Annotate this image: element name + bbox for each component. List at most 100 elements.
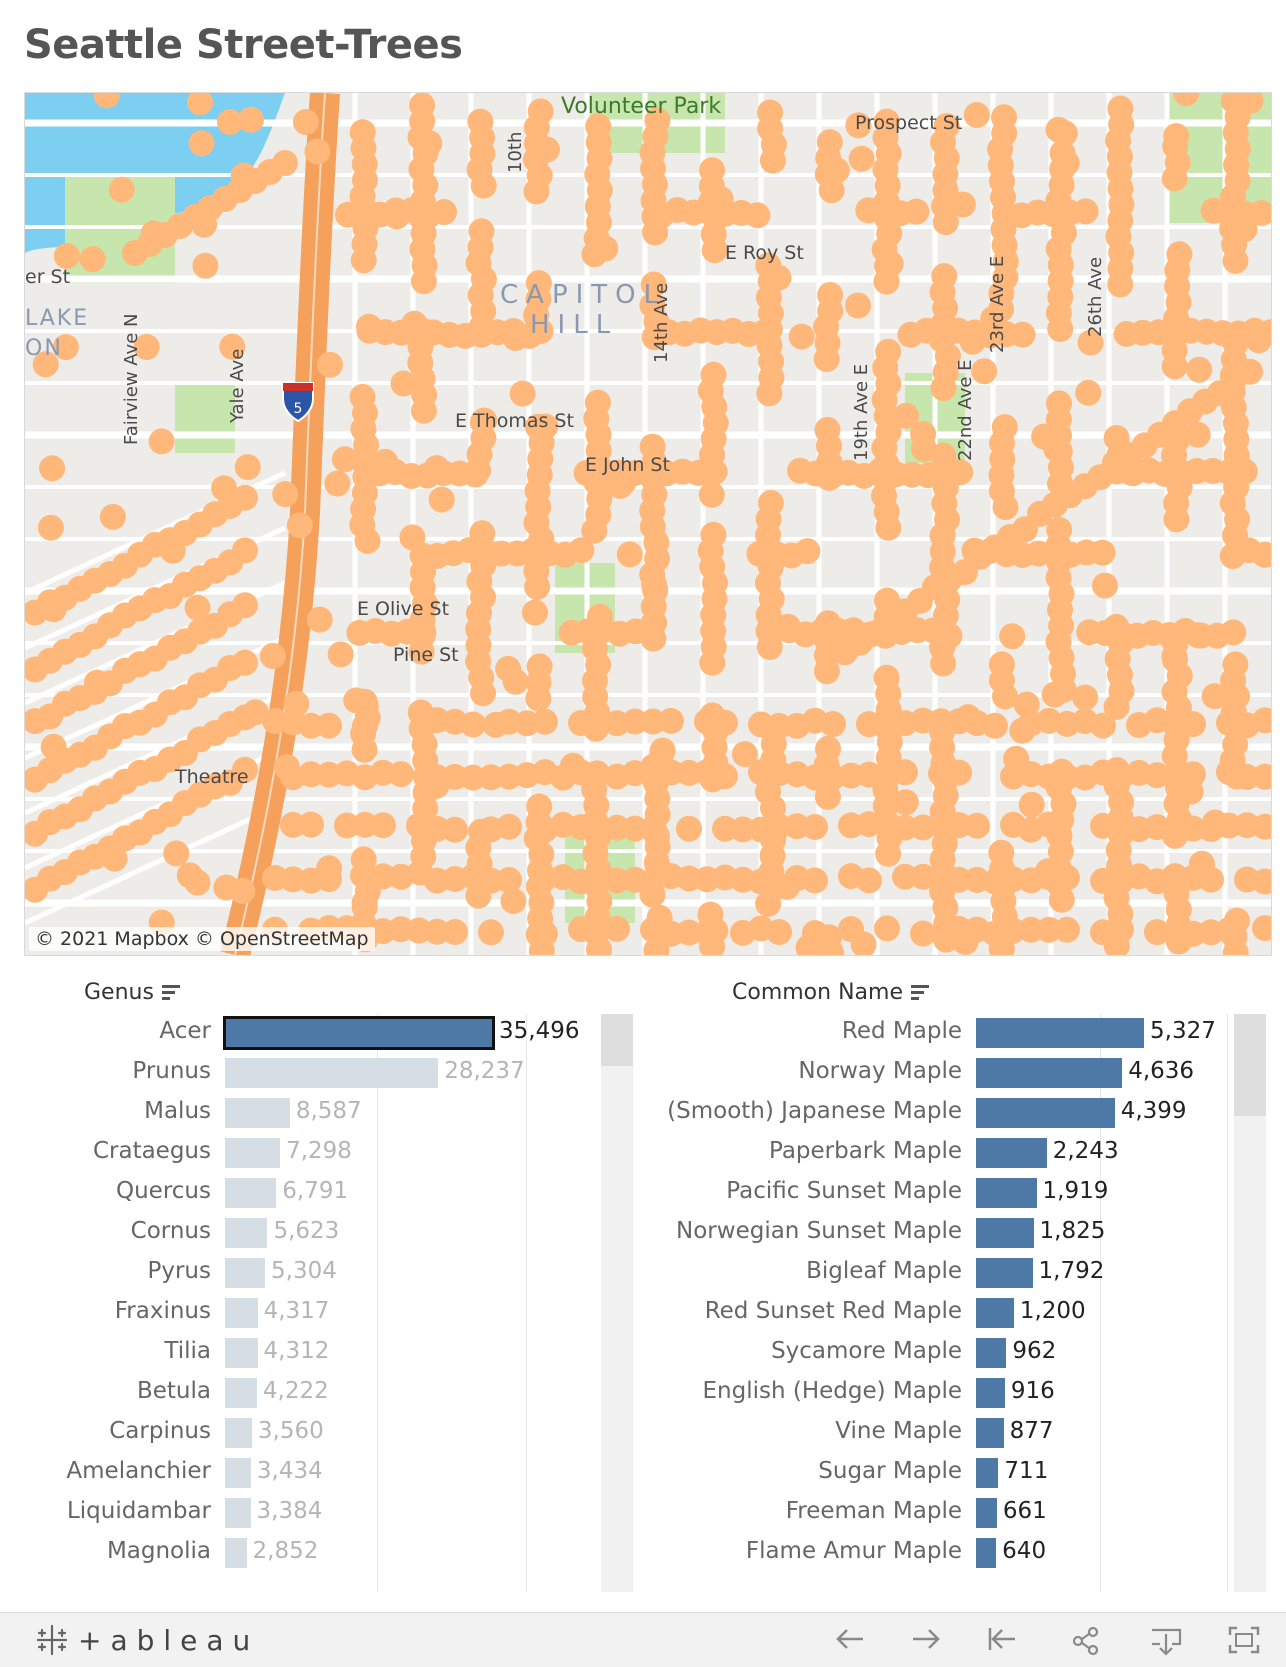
tree-point[interactable] xyxy=(1090,712,1116,739)
tree-point[interactable] xyxy=(298,811,324,838)
tree-point[interactable] xyxy=(813,658,840,685)
tree-point[interactable] xyxy=(431,199,457,225)
tree-point[interactable] xyxy=(502,325,529,351)
tree-point[interactable] xyxy=(928,708,954,735)
tree-point[interactable] xyxy=(607,472,634,499)
bar[interactable] xyxy=(976,1538,997,1568)
tree-point[interactable] xyxy=(1180,711,1206,738)
tree-point[interactable] xyxy=(192,252,219,279)
tree-point[interactable] xyxy=(1161,643,1188,670)
tree-point[interactable] xyxy=(332,446,358,473)
tree-point[interactable] xyxy=(39,455,66,482)
sort-descending-icon[interactable] xyxy=(910,985,929,1000)
genus-scrollbar[interactable] xyxy=(601,1014,633,1592)
tree-point[interactable] xyxy=(1089,539,1116,566)
tree-point[interactable] xyxy=(856,867,882,894)
tree-point[interactable] xyxy=(1248,200,1272,226)
tree-point[interactable] xyxy=(1051,120,1078,147)
tree-point[interactable] xyxy=(99,503,126,530)
tree-point[interactable] xyxy=(234,454,261,481)
tree-point[interactable] xyxy=(568,537,595,564)
tree-point[interactable] xyxy=(676,919,702,946)
tree-point[interactable] xyxy=(1234,763,1260,790)
tree-point[interactable] xyxy=(188,130,215,157)
tree-point[interactable] xyxy=(428,486,455,513)
tree-point[interactable] xyxy=(1108,916,1134,943)
bar[interactable] xyxy=(225,1098,290,1128)
tree-point[interactable] xyxy=(1222,247,1249,274)
tree-point[interactable] xyxy=(232,484,258,511)
bar-label[interactable]: Bigleaf Maple xyxy=(806,1258,962,1284)
tree-point[interactable] xyxy=(1163,506,1190,533)
tree-point[interactable] xyxy=(399,524,426,551)
bar-row[interactable]: Cornus 5,623 xyxy=(0,1214,600,1248)
tree-point[interactable] xyxy=(525,685,552,712)
bar-row[interactable]: Red Maple 5,327 xyxy=(640,1014,1228,1048)
tree-point[interactable] xyxy=(460,711,486,738)
tree-point[interactable] xyxy=(874,915,900,942)
tree-point[interactable] xyxy=(532,708,558,735)
tree-point[interactable] xyxy=(1252,868,1271,895)
bar-label[interactable]: Norway Maple xyxy=(798,1058,962,1084)
tree-point[interactable] xyxy=(712,763,738,790)
tree-point[interactable] xyxy=(1048,886,1075,913)
bar-label[interactable]: Malus xyxy=(144,1098,211,1124)
tree-point[interactable] xyxy=(509,380,536,407)
bar[interactable] xyxy=(225,1458,251,1488)
bar-row[interactable]: Prunus 28,237 xyxy=(0,1054,600,1088)
tree-point[interactable] xyxy=(875,840,902,867)
bar-label[interactable]: Betula xyxy=(136,1378,211,1404)
tree-point[interactable] xyxy=(496,813,522,840)
bar-label[interactable]: Prunus xyxy=(132,1058,211,1084)
bar-label[interactable]: Sugar Maple xyxy=(818,1458,962,1484)
bar[interactable] xyxy=(976,1418,1004,1448)
tree-point[interactable] xyxy=(1072,198,1099,225)
tree-point[interactable] xyxy=(187,93,214,116)
tree-point[interactable] xyxy=(644,823,670,850)
tree-point[interactable] xyxy=(213,874,240,901)
bar[interactable] xyxy=(225,1178,277,1208)
bar[interactable] xyxy=(225,1138,281,1168)
tree-point[interactable] xyxy=(1009,717,1036,744)
tree-point[interactable] xyxy=(478,919,504,946)
bar[interactable] xyxy=(976,1458,999,1488)
tree-point[interactable] xyxy=(232,649,258,676)
bar-label[interactable]: Freeman Maple xyxy=(785,1498,962,1524)
bar[interactable] xyxy=(225,1378,257,1408)
bar-row[interactable]: Crataegus 7,298 xyxy=(0,1134,600,1168)
bar[interactable] xyxy=(976,1498,997,1528)
tree-point[interactable] xyxy=(1231,458,1258,485)
map-canvas[interactable]: 5 Volunteer Park CAPITOL HILL E Thomas S… xyxy=(25,93,1271,955)
tree-point[interactable] xyxy=(756,380,783,407)
tree-point[interactable] xyxy=(759,147,786,174)
tree-point[interactable] xyxy=(1237,358,1263,385)
tree-point[interactable] xyxy=(616,541,643,568)
tree-point[interactable] xyxy=(482,711,509,738)
tree-point[interactable] xyxy=(649,737,676,764)
tree-point[interactable] xyxy=(232,756,258,783)
bar[interactable] xyxy=(976,1378,1005,1408)
tree-point[interactable] xyxy=(818,940,845,955)
tree-point[interactable] xyxy=(947,459,974,486)
download-icon[interactable] xyxy=(1146,1621,1186,1659)
tree-point[interactable] xyxy=(442,816,468,843)
tree-point[interactable] xyxy=(324,470,351,497)
bar-row[interactable]: Bigleaf Maple 1,792 xyxy=(640,1254,1228,1288)
tree-point[interactable] xyxy=(1252,707,1271,734)
bar-row[interactable]: Freeman Maple 661 xyxy=(640,1494,1228,1528)
tree-point[interactable] xyxy=(219,333,246,360)
tree-point[interactable] xyxy=(766,813,792,840)
tree-point[interactable] xyxy=(52,334,79,361)
tree-point[interactable] xyxy=(640,271,667,298)
tree-point[interactable] xyxy=(936,622,963,649)
tree-point[interactable] xyxy=(622,708,648,735)
tree-point[interactable] xyxy=(442,919,468,945)
tree-point[interactable] xyxy=(1107,271,1134,298)
tree-point[interactable] xyxy=(1102,767,1129,794)
tree-point[interactable] xyxy=(272,150,298,176)
bar-row[interactable]: Norwegian Sunset Maple 1,825 xyxy=(640,1214,1228,1248)
tree-point[interactable] xyxy=(818,177,845,204)
tree-point[interactable] xyxy=(350,247,377,274)
tree-point[interactable] xyxy=(701,458,728,485)
tree-point[interactable] xyxy=(1075,379,1102,406)
